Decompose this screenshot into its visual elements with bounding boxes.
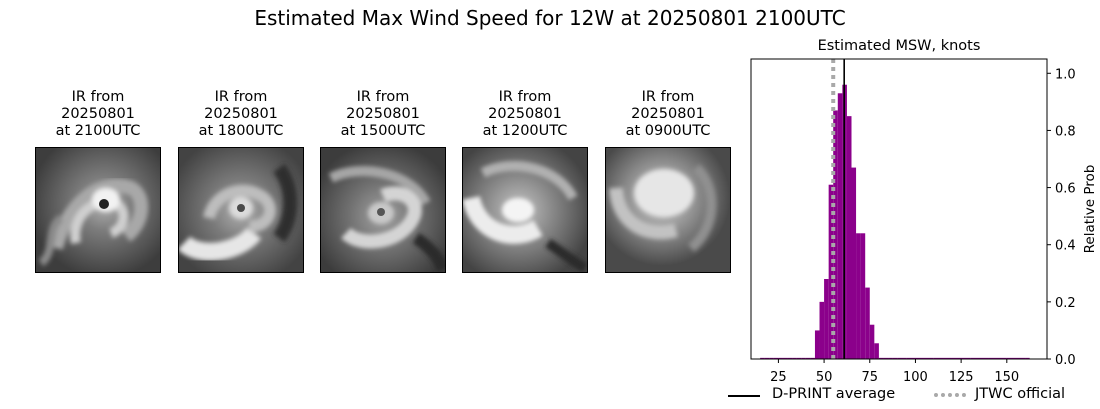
histogram-bar — [988, 357, 1007, 359]
histogram-bar — [796, 357, 802, 359]
legend-swatch-dotted — [934, 393, 966, 397]
legend-label-jtwc: JTWC official — [975, 386, 1066, 402]
y-tick-label: 0.0 — [1055, 353, 1076, 368]
histogram-bar — [865, 287, 870, 359]
x-tick-label: 75 — [861, 370, 878, 385]
histogram-bar — [1025, 357, 1030, 359]
x-tick-label: 50 — [816, 370, 833, 385]
y-tick-label: 1.0 — [1055, 67, 1076, 82]
plot-area-frame — [750, 58, 1048, 360]
x-tick-label: 100 — [903, 370, 928, 385]
histogram-bar — [888, 357, 893, 359]
histogram-bar — [773, 357, 779, 359]
ir-satellite-image — [178, 147, 304, 273]
ir-panel-caption: IR from 20250801 at 1500UTC — [320, 89, 446, 141]
y-tick-label: 0.6 — [1055, 182, 1076, 197]
histogram-bar — [851, 167, 857, 359]
histogram-bar — [892, 357, 898, 359]
histogram-bar — [824, 279, 829, 359]
histogram-bar — [810, 357, 815, 359]
ir-panel-1500: IR from 20250801 at 1500UTC — [320, 89, 446, 273]
ir-panel-2100: IR from 20250801 at 2100UTC — [35, 89, 161, 273]
ir-panel-caption-time: at 1500UTC — [340, 123, 426, 139]
ir-panel-caption-date: 20250801 — [488, 106, 562, 122]
ir-panel-caption-line1: IR from — [71, 89, 125, 105]
x-axis: 25 50 75 100 125 150 — [770, 359, 1019, 385]
histogram-bar — [906, 357, 916, 359]
ir-panel-caption: IR from 20250801 at 1800UTC — [178, 89, 304, 141]
y-axis-label: Relative Prob — [1082, 165, 1098, 254]
y-tick-label: 0.2 — [1055, 296, 1076, 311]
ir-panel-caption: IR from 20250801 at 2100UTC — [35, 89, 161, 141]
histogram-bar — [769, 357, 774, 359]
ir-panel-caption-date: 20250801 — [204, 106, 278, 122]
x-tick-label: 25 — [770, 370, 787, 385]
histogram-bar — [915, 357, 934, 359]
ir-panel-caption-time: at 0900UTC — [625, 123, 711, 139]
ir-panel-caption-date: 20250801 — [61, 106, 135, 122]
histogram-bars — [760, 84, 1030, 360]
histogram-bar — [856, 233, 861, 359]
ir-panel-1800: IR from 20250801 at 1800UTC — [178, 89, 304, 273]
histogram-bar — [837, 93, 843, 360]
histogram-bar — [883, 357, 889, 359]
histogram-bar — [814, 330, 820, 359]
chart-title: Estimated MSW, knots — [818, 38, 981, 54]
ir-panel-caption-date: 20250801 — [631, 106, 705, 122]
ir-panel-caption-time: at 1800UTC — [198, 123, 284, 139]
ir-panel-caption-line1: IR from — [214, 89, 268, 105]
histogram-bar — [805, 357, 811, 359]
histogram-bar — [778, 357, 783, 359]
x-tick-label: 125 — [949, 370, 974, 385]
histogram-bar — [933, 357, 952, 359]
histogram-bar — [792, 357, 797, 359]
histogram-bar — [860, 233, 866, 359]
histogram-bar — [787, 357, 793, 359]
histogram-bar — [897, 357, 907, 359]
ir-panel-caption-line1: IR from — [498, 89, 552, 105]
ir-satellite-image — [35, 147, 161, 273]
ir-panel-1200: IR from 20250801 at 1200UTC — [462, 89, 588, 273]
ir-panel-caption-time: at 1200UTC — [482, 123, 568, 139]
y-tick-label: 0.8 — [1055, 124, 1076, 139]
ir-panel-caption: IR from 20250801 at 1200UTC — [462, 89, 588, 141]
ir-satellite-image — [605, 147, 731, 273]
histogram-bar — [869, 324, 875, 359]
histogram-bar — [828, 184, 834, 359]
ir-panel-0900: IR from 20250801 at 0900UTC — [605, 89, 731, 273]
histogram-bar — [760, 357, 765, 359]
ir-panel-caption-date: 20250801 — [346, 106, 420, 122]
histogram-bar — [764, 357, 770, 359]
histogram-bar — [819, 301, 825, 359]
x-tick-label: 150 — [994, 370, 1019, 385]
histogram-bar — [801, 357, 806, 359]
histogram-bar — [970, 357, 989, 359]
ir-panel-caption: IR from 20250801 at 0900UTC — [605, 89, 731, 141]
histogram-bar — [874, 343, 879, 359]
histogram-bar — [1006, 357, 1026, 359]
legend-label-dprint: D-PRINT average — [772, 386, 896, 402]
legend-swatch-solid — [728, 395, 760, 397]
ir-panel-caption-line1: IR from — [641, 89, 695, 105]
ir-panel-caption-time: at 2100UTC — [55, 123, 141, 139]
ir-satellite-image — [462, 147, 588, 273]
ir-panel-caption-line1: IR from — [356, 89, 410, 105]
histogram-bar — [951, 357, 971, 359]
page-title: Estimated Max Wind Speed for 12W at 2025… — [254, 6, 846, 30]
histogram-bar — [878, 357, 884, 359]
ir-satellite-image — [320, 147, 446, 273]
histogram-bar — [846, 116, 852, 360]
histogram-bar — [782, 357, 788, 359]
y-axis: 0.0 0.2 0.4 0.6 0.8 1.0 — [1047, 67, 1076, 368]
histogram-bar — [833, 110, 838, 359]
y-tick-label: 0.4 — [1055, 239, 1076, 254]
